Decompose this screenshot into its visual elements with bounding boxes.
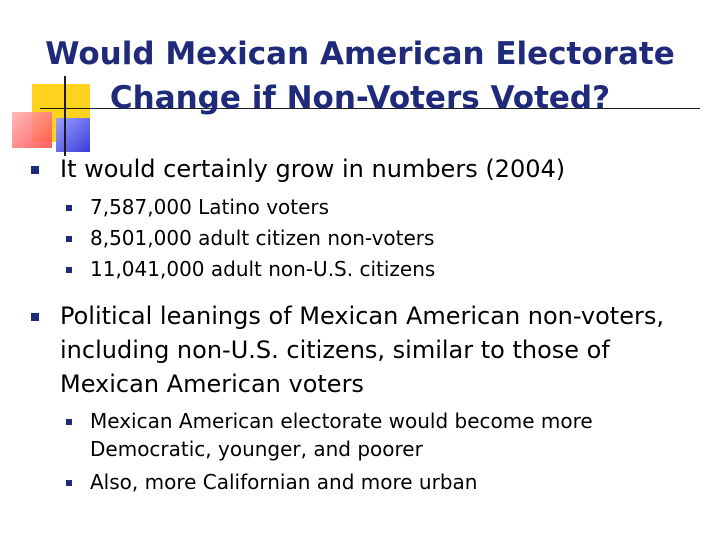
red-square-decoration xyxy=(12,112,52,148)
square-bullet-icon xyxy=(66,480,72,486)
blue-square-decoration xyxy=(56,118,90,152)
vertical-rule-decoration xyxy=(64,76,66,156)
sub-bullet-text: Also, more Californian and more urban xyxy=(90,470,478,494)
sub-bullet-text: Mexican American electorate would become… xyxy=(90,409,593,461)
slide-title-line-1: Would Mexican American Electorate xyxy=(45,36,675,72)
bullet-text: It would certainly grow in numbers (2004… xyxy=(60,155,566,183)
sub-bullet-item: 7,587,000 Latino voters xyxy=(30,192,700,223)
sub-bullet-list: 7,587,000 Latino voters 8,501,000 adult … xyxy=(30,192,700,285)
square-bullet-icon xyxy=(31,313,39,321)
sub-bullet-text: 8,501,000 adult citizen non-voters xyxy=(90,226,435,250)
square-bullet-icon xyxy=(31,166,39,174)
slide-title-line-2: Change if Non-Voters Voted? xyxy=(109,80,611,116)
slide-title: Would Mexican American Electorate Change… xyxy=(20,32,700,120)
square-bullet-icon xyxy=(66,419,72,425)
sub-bullet-item: Also, more Californian and more urban xyxy=(30,467,700,498)
bullet-item: It would certainly grow in numbers (2004… xyxy=(30,152,700,186)
sub-bullet-item: 8,501,000 adult citizen non-voters xyxy=(30,223,700,254)
sub-bullet-list: Mexican American electorate would become… xyxy=(30,407,700,498)
horizontal-rule-decoration xyxy=(40,108,700,109)
sub-bullet-item: Mexican American electorate would become… xyxy=(30,407,700,463)
sub-bullet-item: 11,041,000 adult non-U.S. citizens xyxy=(30,254,700,285)
square-bullet-icon xyxy=(66,267,72,273)
sub-bullet-text: 7,587,000 Latino voters xyxy=(90,195,330,219)
bullet-text: Political leanings of Mexican American n… xyxy=(60,302,664,398)
square-bullet-icon xyxy=(66,236,72,242)
slide-body: It would certainly grow in numbers (2004… xyxy=(30,152,700,512)
bullet-item: Political leanings of Mexican American n… xyxy=(30,299,700,401)
square-bullet-icon xyxy=(66,205,72,211)
sub-bullet-text: 11,041,000 adult non-U.S. citizens xyxy=(90,257,436,281)
